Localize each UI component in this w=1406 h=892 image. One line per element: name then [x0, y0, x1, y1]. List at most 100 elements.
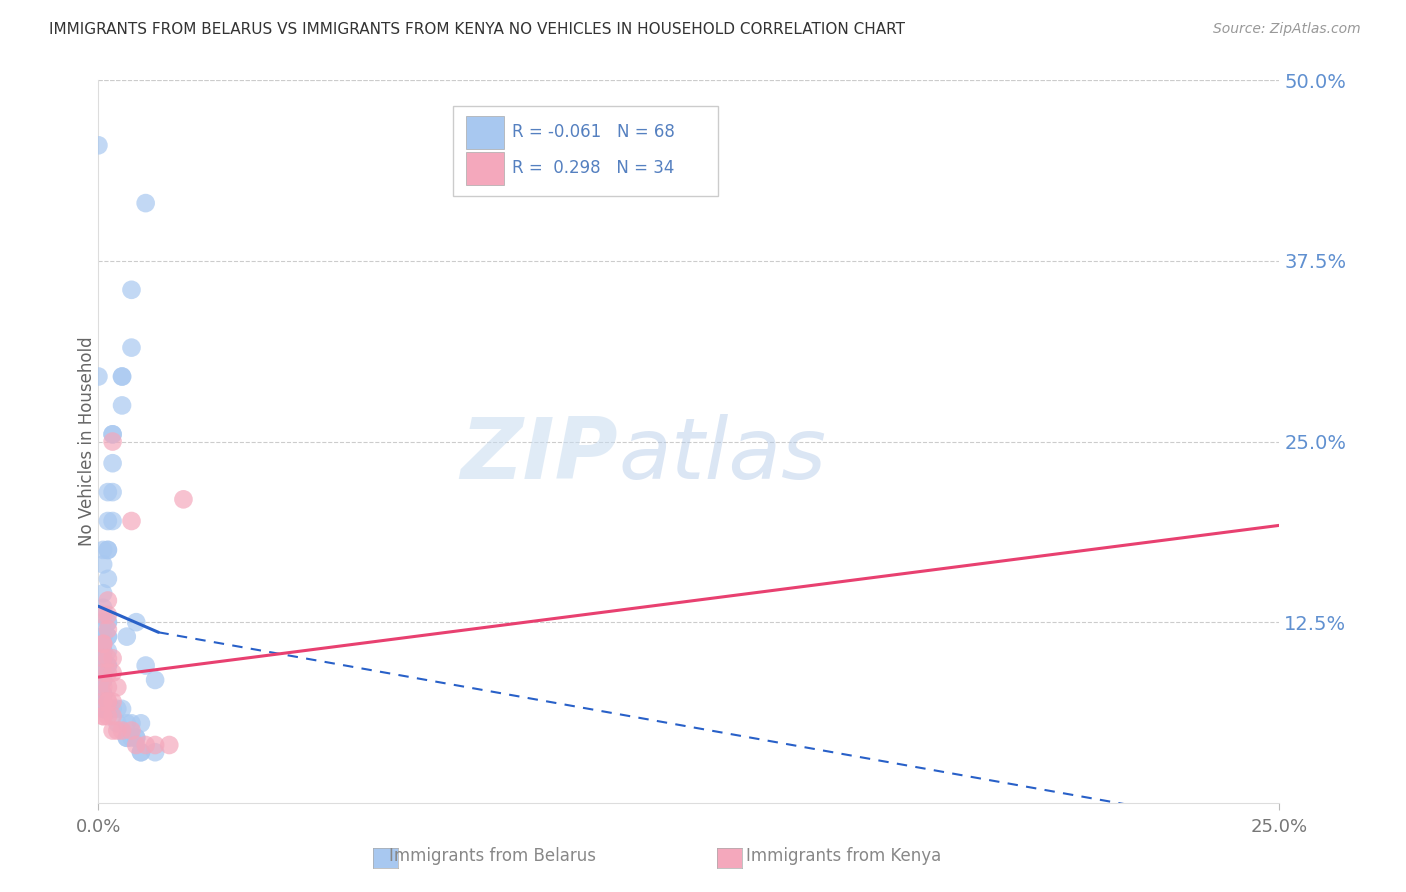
Point [91, 673, 114, 687]
Point [91, 695, 114, 709]
Point [97, 695, 120, 709]
Point [105, 716, 128, 731]
Point [121, 723, 143, 738]
Point [91, 637, 114, 651]
Point [101, 434, 124, 449]
Point [101, 651, 124, 665]
Point [135, 658, 157, 673]
Point [97, 542, 120, 557]
Point [91, 607, 114, 622]
Point [101, 695, 124, 709]
Point [115, 630, 138, 644]
Text: Immigrants from Kenya: Immigrants from Kenya [747, 847, 941, 865]
Point [143, 673, 166, 687]
FancyBboxPatch shape [453, 105, 718, 196]
Point [91, 542, 114, 557]
Point [105, 723, 128, 738]
Point [91, 630, 114, 644]
Point [97, 542, 120, 557]
Point [97, 630, 120, 644]
Point [97, 630, 120, 644]
Text: R = -0.061   N = 68: R = -0.061 N = 68 [512, 123, 675, 141]
Point [101, 709, 124, 723]
Point [129, 716, 152, 731]
Point [115, 731, 138, 745]
Point [91, 637, 114, 651]
Point [91, 644, 114, 658]
Point [101, 456, 124, 470]
Point [111, 702, 134, 716]
Point [91, 600, 114, 615]
Point [105, 702, 128, 716]
Point [121, 341, 143, 355]
Point [121, 283, 143, 297]
Y-axis label: No Vehicles in Household: No Vehicles in Household [79, 336, 96, 547]
Text: IMMIGRANTS FROM BELARUS VS IMMIGRANTS FROM KENYA NO VEHICLES IN HOUSEHOLD CORREL: IMMIGRANTS FROM BELARUS VS IMMIGRANTS FR… [49, 22, 905, 37]
Point [97, 658, 120, 673]
Point [101, 723, 124, 738]
Point [97, 607, 120, 622]
Point [91, 630, 114, 644]
Point [91, 586, 114, 600]
Point [143, 745, 166, 759]
Point [105, 680, 128, 694]
Point [91, 673, 114, 687]
Point [125, 738, 148, 752]
Point [101, 665, 124, 680]
Point [97, 651, 120, 665]
Point [91, 630, 114, 644]
Point [97, 615, 120, 630]
Point [101, 427, 124, 442]
Point [125, 731, 148, 745]
Point [91, 644, 114, 658]
Point [101, 702, 124, 716]
Point [91, 651, 114, 665]
Point [91, 658, 114, 673]
Point [97, 485, 120, 500]
Point [129, 745, 152, 759]
Point [97, 615, 120, 630]
Point [121, 716, 143, 731]
Point [87, 369, 110, 384]
Point [129, 745, 152, 759]
Point [111, 369, 134, 384]
Point [135, 738, 157, 752]
Point [115, 731, 138, 745]
Point [121, 731, 143, 745]
Point [91, 680, 114, 694]
Text: atlas: atlas [619, 415, 827, 498]
Point [91, 709, 114, 723]
Point [157, 738, 180, 752]
Text: ZIP: ZIP [460, 415, 619, 498]
Point [97, 572, 120, 586]
Point [91, 687, 114, 701]
Point [97, 709, 120, 723]
Point [91, 687, 114, 701]
Point [91, 615, 114, 630]
Point [135, 196, 157, 211]
Point [91, 665, 114, 680]
Point [97, 680, 120, 694]
Point [125, 615, 148, 630]
Point [97, 665, 120, 680]
Point [91, 687, 114, 701]
Text: Immigrants from Belarus: Immigrants from Belarus [388, 847, 596, 865]
Point [101, 514, 124, 528]
Point [101, 485, 124, 500]
Point [143, 738, 166, 752]
Point [91, 702, 114, 716]
Point [125, 731, 148, 745]
Point [101, 427, 124, 442]
Point [97, 644, 120, 658]
Point [91, 644, 114, 658]
Point [97, 593, 120, 607]
Point [97, 623, 120, 637]
Point [91, 673, 114, 687]
FancyBboxPatch shape [465, 152, 503, 185]
Point [91, 687, 114, 701]
Point [121, 514, 143, 528]
Point [91, 709, 114, 723]
FancyBboxPatch shape [465, 116, 503, 149]
Point [111, 398, 134, 412]
Point [87, 138, 110, 153]
